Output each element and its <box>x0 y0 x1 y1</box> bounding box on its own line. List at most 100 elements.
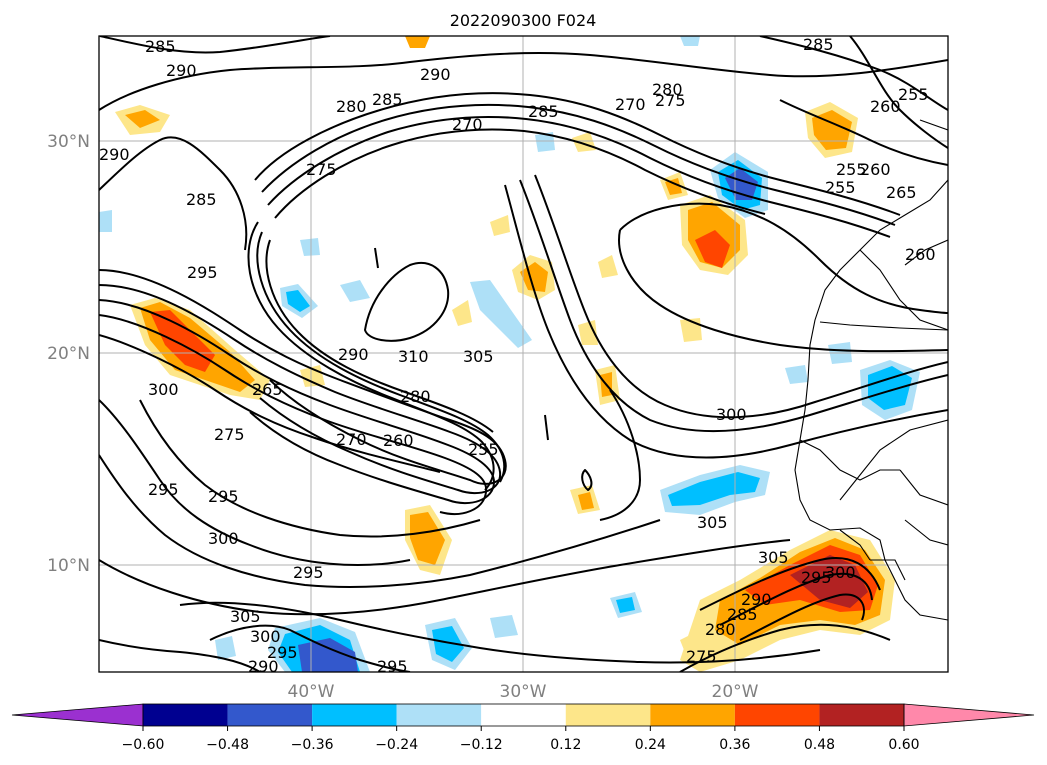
colorbar-tick-label: 0.12 <box>550 737 581 753</box>
contour-label: 270 <box>336 430 367 449</box>
contour-label: 260 <box>860 160 891 179</box>
lat-label: 30°N <box>47 132 90 152</box>
colorbar-segment <box>565 704 651 726</box>
colorbar-tick-label: −0.60 <box>122 737 165 753</box>
colorbar-frame <box>142 703 905 727</box>
contour-line <box>99 299 495 505</box>
contour-line <box>581 469 593 491</box>
colorbar-extend-min <box>11 703 144 727</box>
contours <box>99 36 948 672</box>
contour-label: 285 <box>528 102 559 121</box>
contour-line <box>544 414 549 441</box>
colorbar-segment <box>143 704 228 726</box>
contour-label: 290 <box>248 657 279 676</box>
negative-anomaly-patch <box>215 636 236 660</box>
contour-line <box>99 51 948 111</box>
contour-line <box>679 623 891 672</box>
contour-label: 295 <box>801 568 832 587</box>
colorbar-tick-label: 0.48 <box>804 737 835 753</box>
contour-line <box>99 399 411 566</box>
negative-anomaly-patch <box>490 615 518 638</box>
positive-anomaly-patch <box>150 310 215 372</box>
colorbar-tick-label: −0.48 <box>206 737 249 753</box>
contour-line <box>534 174 948 419</box>
contour-label: 280 <box>652 80 683 99</box>
negative-anomaly-patch <box>340 280 370 302</box>
negative-anomaly-patch <box>616 597 635 613</box>
contour-line <box>99 454 661 588</box>
contour-label: 280 <box>400 387 431 406</box>
positive-anomaly-patch <box>405 36 430 48</box>
contour-label: 290 <box>99 145 130 164</box>
positive-anomaly-patch <box>812 110 852 150</box>
negative-anomaly-patch <box>535 132 555 152</box>
contour-label: 280 <box>336 97 367 116</box>
lon-label: 40°W <box>288 682 335 702</box>
colorbar-segment <box>734 704 820 726</box>
contour-label: 255 <box>825 178 856 197</box>
contour-labels: 285 290 290 285 280 270 285 270 280 275 … <box>99 35 936 676</box>
contour-label: 295 <box>267 643 298 662</box>
contour-line <box>619 202 948 314</box>
contour-label: 305 <box>230 607 261 626</box>
contour-label: 305 <box>697 513 728 532</box>
map-area: 285 290 290 285 280 270 285 270 280 275 … <box>99 35 948 676</box>
contour-label: 270 <box>615 95 646 114</box>
map-frame <box>98 35 949 673</box>
contour-label: 300 <box>148 380 179 399</box>
contour-line <box>849 36 948 149</box>
colorbar-tick-label: −0.12 <box>460 737 503 753</box>
contour-label: 290 <box>338 345 369 364</box>
contour-label: 260 <box>905 245 936 264</box>
latitude-labels: 30°N 20°N 10°N <box>47 132 90 576</box>
positive-anomaly-patch <box>578 320 598 345</box>
contour-label: 300 <box>208 529 239 548</box>
contour-line <box>274 128 766 219</box>
positive-anomaly-patch <box>125 110 160 128</box>
negative-anomaly-patch <box>868 366 912 410</box>
contour-label: 285 <box>186 190 217 209</box>
contour-line <box>759 36 948 111</box>
contour-line <box>699 557 881 611</box>
contour-line <box>247 221 495 491</box>
contour-line <box>504 184 948 459</box>
negative-anomaly-patch <box>286 290 310 312</box>
contour-label: 295 <box>148 480 179 499</box>
colorbar-tick-label: −0.24 <box>375 737 418 753</box>
colorbar-extend-max <box>903 703 1035 727</box>
contour-label: 255 <box>836 160 867 179</box>
contour-label: 310 <box>398 347 429 366</box>
contour-label: 300 <box>716 405 747 424</box>
contour-label: 305 <box>758 548 789 567</box>
lon-label: 30°W <box>500 682 547 702</box>
contour-label: 285 <box>145 37 176 56</box>
contour-label: 295 <box>187 263 218 282</box>
positive-anomaly-patch <box>452 300 472 326</box>
lat-label: 10°N <box>47 556 90 576</box>
contour-label: 265 <box>252 380 283 399</box>
contour-line <box>139 399 481 538</box>
colorbar: −0.60 −0.48 −0.36 −0.24 −0.12 0.12 0.24 0.36 0.4… <box>11 703 1035 753</box>
colorbar-segment <box>227 704 313 726</box>
lat-label: 20°N <box>47 344 90 364</box>
negative-anomaly-patch <box>470 280 532 348</box>
positive-anomaly-patch <box>490 215 510 236</box>
colorbar-segment <box>819 704 904 726</box>
contour-label: 255 <box>468 440 499 459</box>
positive-anomaly-patch <box>578 492 594 510</box>
colorbar-tick-label: 0.36 <box>719 737 750 753</box>
contour-label: 285 <box>803 35 834 54</box>
contour-label: 290 <box>166 61 197 80</box>
coastlines <box>794 119 948 621</box>
positive-anomaly-patch <box>410 512 445 565</box>
negative-anomaly-patch <box>99 210 112 232</box>
contour-line <box>739 593 865 641</box>
graticule <box>99 36 948 672</box>
longitude-labels: 40°W 30°W 20°W <box>288 682 759 702</box>
contour-label: 285 <box>727 605 758 624</box>
positive-anomaly-patch <box>572 132 596 152</box>
contour-label: 265 <box>886 183 917 202</box>
contour-line <box>254 92 901 216</box>
contour-label: 285 <box>372 90 403 109</box>
